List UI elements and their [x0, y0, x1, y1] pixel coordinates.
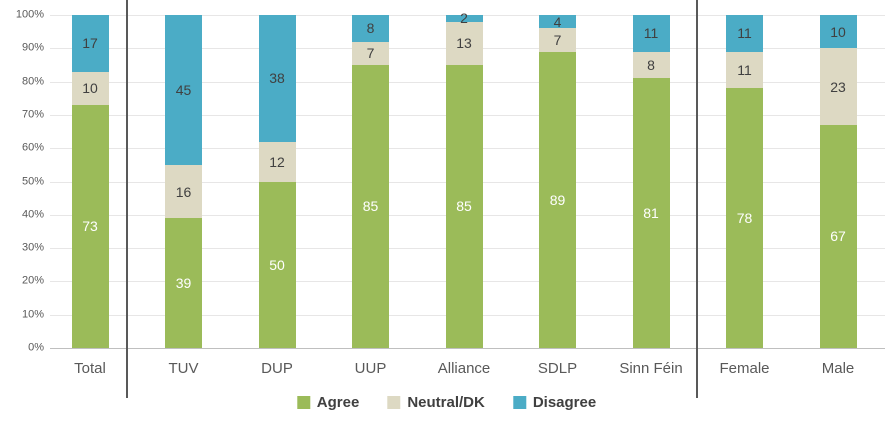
legend-label: Agree: [316, 394, 360, 411]
y-tick-label: 90%: [21, 41, 44, 54]
y-tick-label: 0%: [28, 341, 44, 354]
bar-sdlp: 89 7 4: [539, 15, 576, 348]
bar-segment-agree: 39: [165, 218, 202, 348]
bar-alliance: 85 13 2: [445, 11, 483, 348]
bar-value-label: 85: [456, 198, 472, 215]
bar-segment-disagree: 10: [819, 15, 857, 49]
legend-swatch: [387, 396, 401, 409]
bar-value-label: 39: [175, 275, 192, 292]
y-tick-label: 50%: [21, 175, 44, 187]
bar-value-label: 16: [175, 183, 192, 200]
legend-item-disagree: Disagree: [512, 394, 597, 411]
bar-value-label: 73: [82, 218, 98, 235]
bar-segment-neutral-dk: 16: [165, 164, 202, 219]
bar-segment-agree: 89: [539, 51, 576, 348]
bar-value-label: 7: [553, 31, 562, 48]
bar-segment-agree: 50: [258, 181, 296, 348]
bar-segment-neutral-dk: 8: [632, 51, 670, 79]
bar-value-label: 23: [830, 78, 846, 95]
bar-value-label: 85: [362, 198, 379, 215]
bar-value-label: 67: [830, 228, 846, 245]
legend-swatch: [512, 396, 526, 409]
bar-segment-neutral-dk: 7: [352, 41, 389, 65]
bar-value-label: 11: [737, 61, 752, 78]
x-axis-label: TUV: [168, 360, 199, 377]
bar-segment-neutral-dk: 23: [819, 48, 857, 125]
x-axis-label: Total: [74, 360, 106, 377]
x-axis-label: Male: [821, 360, 855, 377]
bar-value-label: 17: [82, 35, 98, 52]
bar-value-label: 10: [830, 23, 846, 40]
legend: Agree Neutral/DK Disagree: [296, 394, 597, 411]
bar-segment-neutral-dk: 13: [445, 21, 483, 65]
y-tick-label: 80%: [21, 75, 44, 88]
bar-value-label: 81: [643, 205, 659, 222]
bar-value-label: 2: [460, 10, 468, 27]
bar-dup: 50 12 38: [258, 15, 296, 348]
bar-value-label: 78: [736, 210, 753, 227]
bar-segment-agree: 78: [726, 88, 763, 348]
bar-segment-agree: 73: [71, 104, 109, 348]
y-tick-label: 60%: [21, 141, 44, 154]
bar-value-label: 10: [82, 80, 98, 97]
x-axis-label: Female: [719, 360, 770, 377]
bar-segment-disagree: 45: [165, 15, 202, 165]
legend-item-agree: Agree: [296, 394, 360, 411]
x-axis-label: SDLP: [537, 360, 578, 377]
x-axis-line: [50, 348, 885, 349]
bar-segment-disagree: 11: [726, 15, 763, 52]
legend-label: Disagree: [532, 394, 597, 411]
y-tick-label: 100%: [15, 8, 44, 21]
y-tick-label: 10%: [21, 308, 44, 321]
bar-segment-neutral-dk: 11: [726, 51, 763, 89]
bar-value-label: 11: [737, 25, 752, 42]
bar-segment-agree: 81: [632, 78, 670, 348]
bar-value-label: 12: [269, 153, 285, 170]
bar-value-label: 13: [456, 35, 472, 52]
divider-line: [126, 0, 128, 398]
bar-uup: 85 7 8: [352, 15, 389, 348]
legend-item-neutral-dk: Neutral/DK: [387, 394, 485, 411]
bar-segment-disagree: 11: [632, 15, 670, 52]
x-axis-label: Sinn Féin: [619, 360, 683, 377]
bar-value-label: 8: [647, 56, 655, 73]
bar-segment-agree: 67: [819, 124, 857, 348]
y-tick-label: 30%: [21, 241, 44, 254]
bar-value-label: 4: [553, 13, 562, 30]
bar-value-label: 8: [366, 20, 375, 37]
legend-label: Neutral/DK: [407, 394, 485, 411]
x-axis-label: DUP: [261, 360, 293, 377]
bar-segment-disagree: 4: [539, 13, 576, 30]
bar-segment-agree: 85: [445, 64, 483, 348]
bar-segment-disagree: 38: [258, 15, 296, 142]
bar-value-label: 11: [643, 25, 659, 42]
bar-value-label: 7: [366, 45, 375, 62]
legend-swatch: [296, 396, 310, 409]
bar-segment-neutral-dk: 12: [258, 141, 296, 182]
divider-line: [696, 0, 698, 398]
bar-segment-neutral-dk: 7: [539, 28, 576, 52]
bar-segment-disagree: 8: [352, 15, 389, 42]
x-axis-label: Alliance: [437, 360, 491, 377]
bar-total: 73 10 17: [71, 15, 109, 348]
bar-segment-disagree: 2: [445, 11, 483, 25]
bar-value-label: 50: [269, 256, 285, 273]
y-tick-label: 70%: [21, 108, 44, 121]
bar-male: 67 23 10: [819, 15, 857, 348]
bar-value-label: 38: [269, 70, 285, 87]
bar-segment-disagree: 17: [71, 15, 109, 72]
bar-value-label: 89: [549, 191, 566, 208]
bar-female: 78 11 11: [726, 15, 763, 348]
bar-segment-neutral-dk: 10: [71, 71, 109, 105]
bar-tuv: 39 16 45: [165, 15, 202, 348]
y-tick-label: 40%: [21, 208, 44, 221]
bar-sinn-f-in: 81 8 11: [632, 15, 670, 348]
bar-value-label: 45: [175, 81, 192, 98]
bar-segment-agree: 85: [352, 64, 389, 348]
x-axis-label: UUP: [354, 360, 387, 377]
y-tick-label: 20%: [21, 274, 44, 287]
